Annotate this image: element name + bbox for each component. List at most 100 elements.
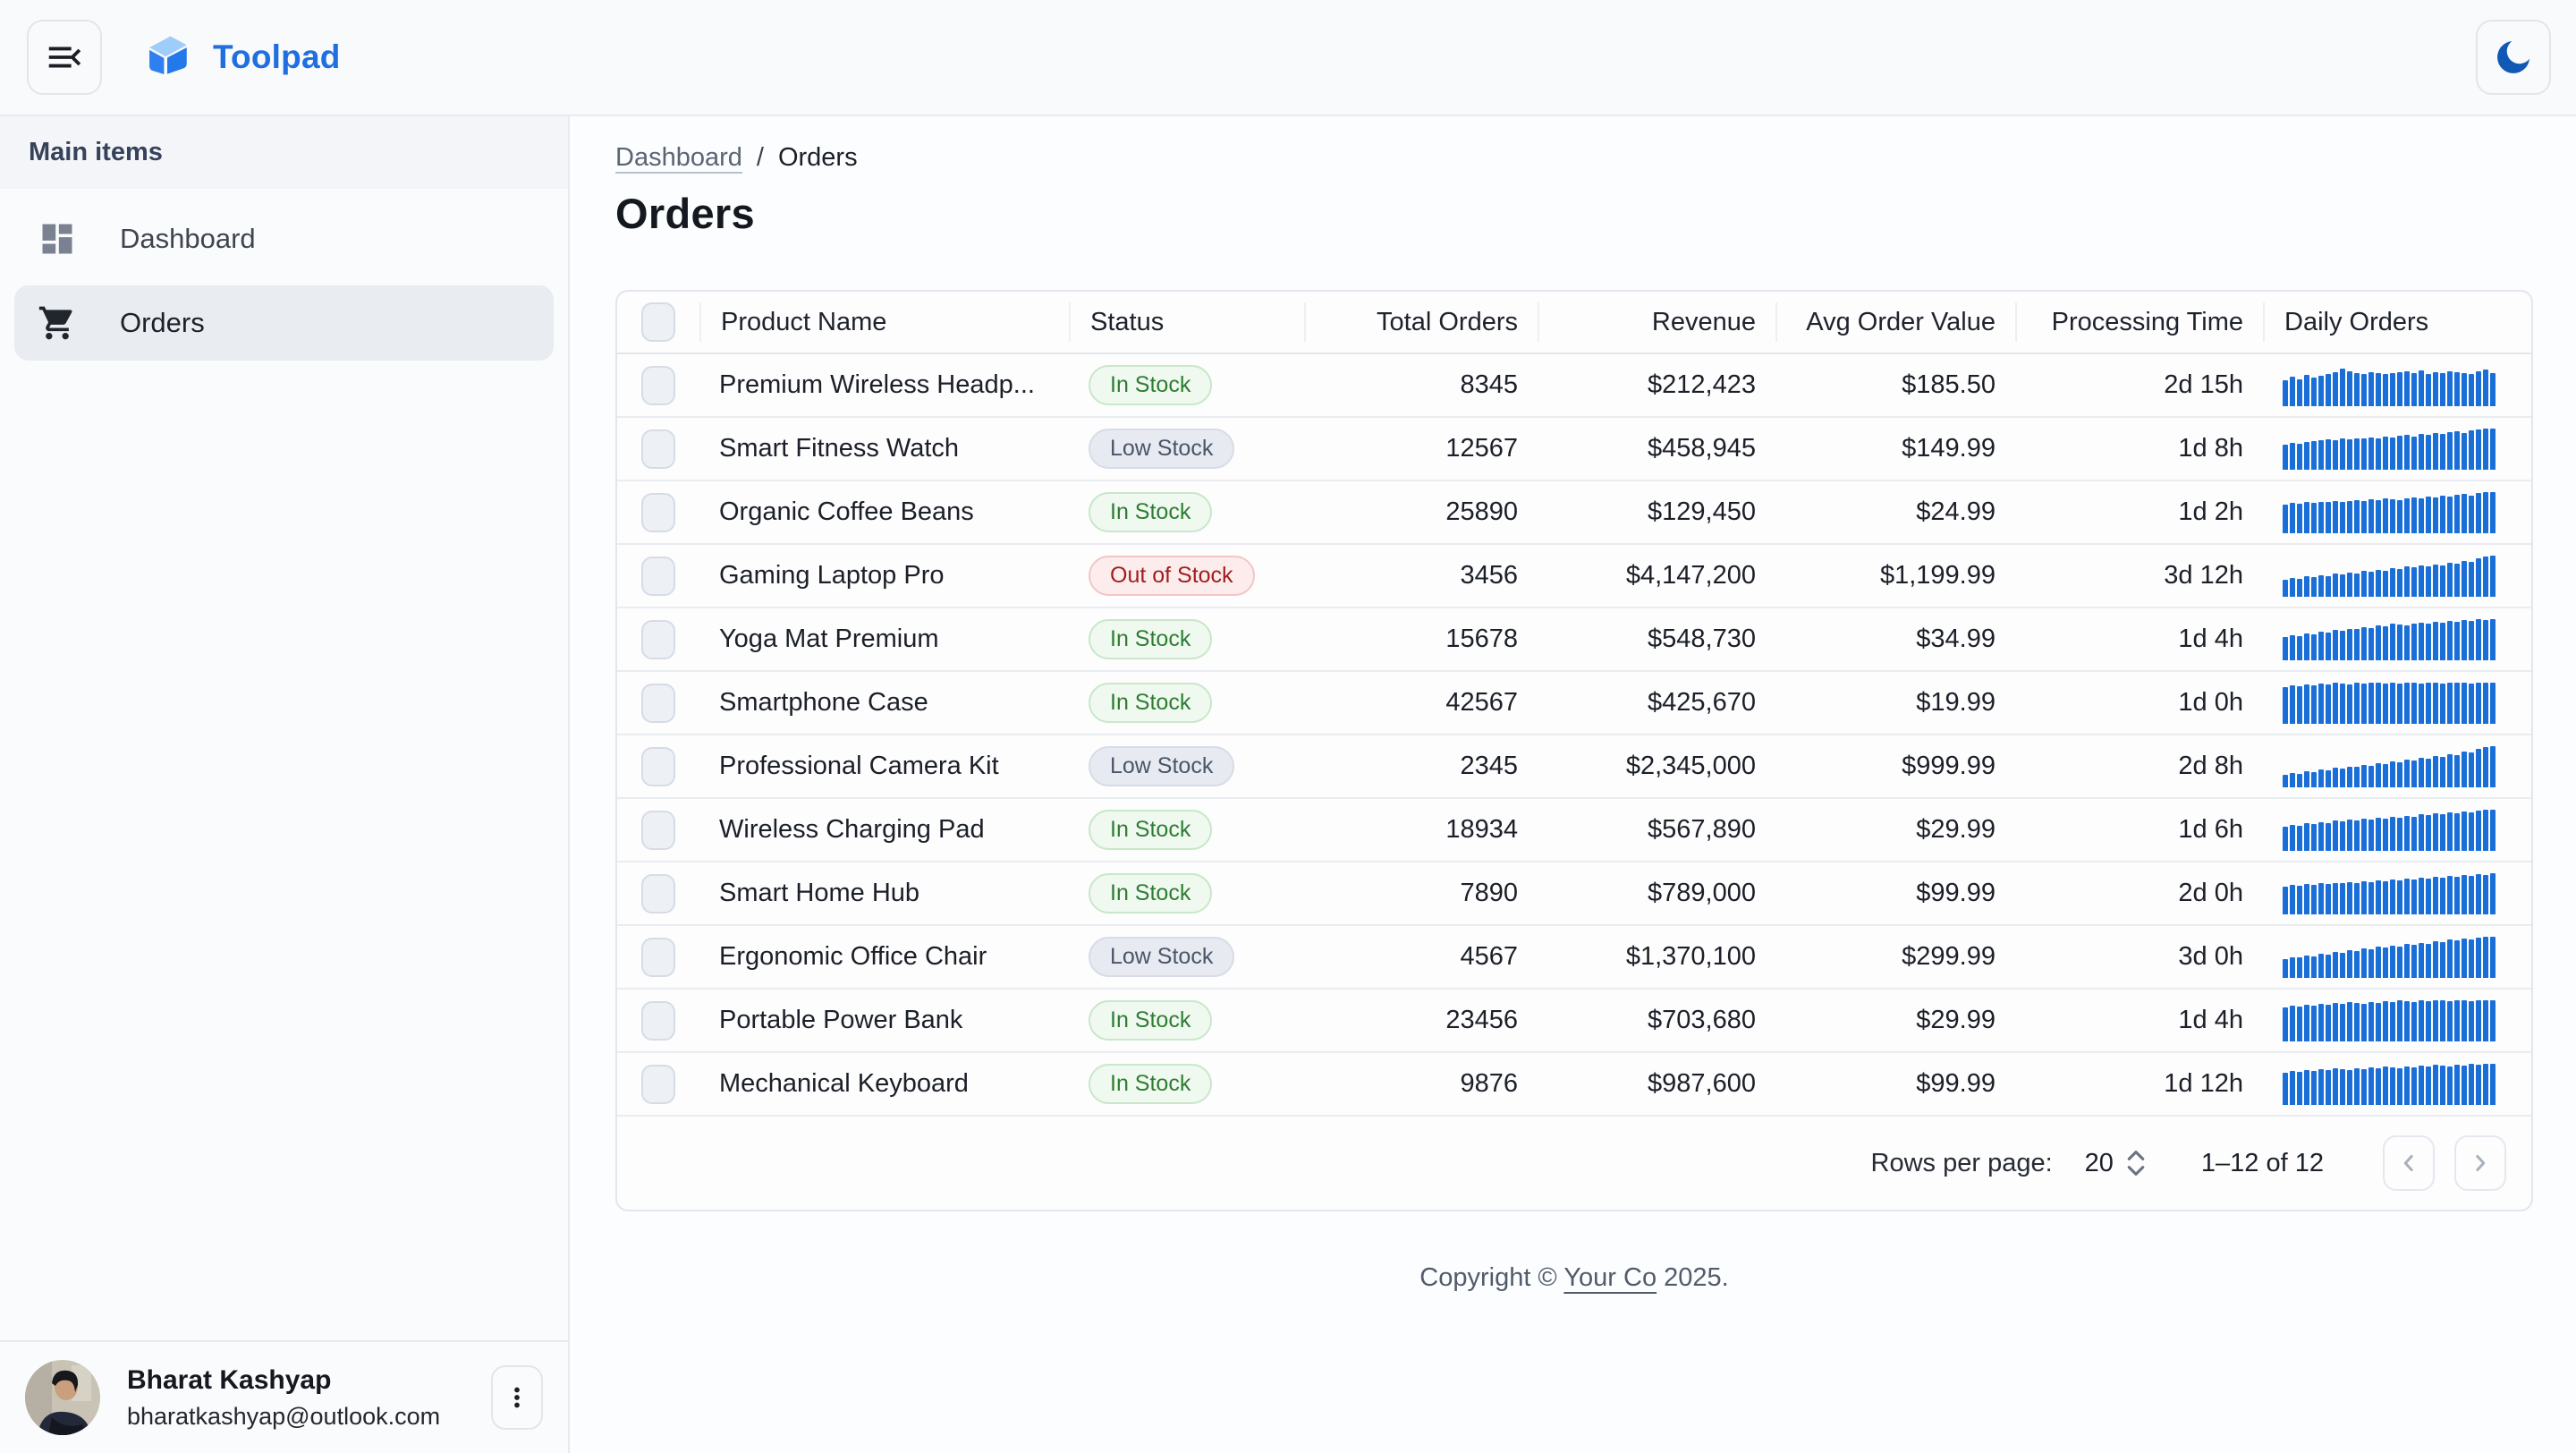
sidebar-item-label: Orders xyxy=(120,307,205,338)
spinner-arrows-icon xyxy=(2127,1151,2145,1176)
table-row[interactable]: Mechanical Keyboard In Stock 9876 $987,6… xyxy=(617,1053,2531,1117)
kebab-icon xyxy=(514,1387,520,1408)
cell-revenue: $4,147,200 xyxy=(1625,561,1756,590)
column-header-daily-orders[interactable]: Daily Orders xyxy=(2263,302,2531,342)
column-header-processing-time[interactable]: Processing Time xyxy=(2015,302,2263,342)
column-header-total-orders[interactable]: Total Orders xyxy=(1304,302,1538,342)
status-badge: In Stock xyxy=(1089,999,1213,1041)
sidebar-item-orders[interactable]: Orders xyxy=(14,285,554,361)
cell-total-orders: 4567 xyxy=(1460,942,1518,971)
daily-orders-sparkline xyxy=(2283,873,2497,914)
row-checkbox[interactable] xyxy=(641,937,675,977)
cell-daily-orders xyxy=(2263,491,2531,533)
daily-orders-sparkline xyxy=(2283,745,2497,787)
table-row[interactable]: Smart Fitness Watch Low Stock 12567 $458… xyxy=(617,418,2531,481)
cell-avg-order-value: $34.99 xyxy=(1916,625,1996,653)
rows-per-page-select[interactable]: 20 xyxy=(2085,1148,2148,1178)
row-checkbox[interactable] xyxy=(641,810,675,850)
table-row[interactable]: Portable Power Bank In Stock 23456 $703,… xyxy=(617,990,2531,1053)
breadcrumb-separator: / xyxy=(756,143,764,172)
cell-product-name: Organic Coffee Beans xyxy=(719,497,974,526)
column-header-revenue[interactable]: Revenue xyxy=(1538,302,1775,342)
table-row[interactable]: Smart Home Hub In Stock 7890 $789,000 $9… xyxy=(617,862,2531,926)
cell-processing-time: 1d 6h xyxy=(2178,815,2243,844)
account-name: Bharat Kashyap xyxy=(127,1364,332,1395)
copyright-suffix: 2025. xyxy=(1657,1263,1729,1292)
cell-processing-time: 2d 8h xyxy=(2178,752,2243,780)
cell-product-name: Ergonomic Office Chair xyxy=(719,942,987,971)
status-badge: In Stock xyxy=(1089,809,1213,851)
cell-daily-orders xyxy=(2263,1063,2531,1105)
copyright-prefix: Copyright © xyxy=(1419,1263,1564,1292)
row-checkbox[interactable] xyxy=(641,429,675,469)
row-checkbox[interactable] xyxy=(641,1000,675,1041)
cell-processing-time: 1d 4h xyxy=(2178,1006,2243,1034)
daily-orders-sparkline xyxy=(2283,999,2497,1041)
account-panel: Bharat Kashyap bharatkashyap@outlook.com xyxy=(0,1340,568,1453)
app-header: Toolpad xyxy=(0,0,2576,116)
copyright: Copyright © Your Co 2025. xyxy=(615,1263,2533,1293)
cell-processing-time: 2d 0h xyxy=(2178,879,2243,907)
row-checkbox[interactable] xyxy=(641,873,675,913)
cell-total-orders: 3456 xyxy=(1460,561,1518,590)
cell-status: In Stock xyxy=(1069,491,1304,533)
cell-daily-orders xyxy=(2263,365,2531,406)
cell-revenue: $567,890 xyxy=(1648,815,1756,844)
theme-toggle-button[interactable] xyxy=(2476,20,2551,95)
column-header-avg-order-value[interactable]: Avg Order Value xyxy=(1775,302,2015,342)
table-row[interactable]: Wireless Charging Pad In Stock 18934 $56… xyxy=(617,799,2531,862)
daily-orders-sparkline xyxy=(2283,809,2497,851)
collapse-sidebar-button[interactable] xyxy=(27,20,102,95)
cell-status: Low Stock xyxy=(1069,428,1304,470)
chevron-left-icon xyxy=(2403,1155,2413,1171)
company-link[interactable]: Your Co xyxy=(1563,1263,1657,1292)
cell-product-name: Professional Camera Kit xyxy=(719,752,999,780)
table-header-row: Product Name Status Total Orders Revenue… xyxy=(617,292,2531,354)
cell-avg-order-value: $299.99 xyxy=(1902,942,1996,971)
daily-orders-sparkline xyxy=(2283,491,2497,533)
row-checkbox[interactable] xyxy=(641,492,675,532)
cell-status: In Stock xyxy=(1069,1063,1304,1105)
cell-status: In Stock xyxy=(1069,618,1304,660)
cell-status: In Stock xyxy=(1069,999,1304,1041)
cell-product-name: Mechanical Keyboard xyxy=(719,1069,969,1098)
table-row[interactable]: Smartphone Case In Stock 42567 $425,670 … xyxy=(617,672,2531,735)
cell-revenue: $212,423 xyxy=(1648,370,1756,399)
orders-table: Product Name Status Total Orders Revenue… xyxy=(615,290,2533,1211)
brand[interactable]: Toolpad xyxy=(141,31,341,83)
row-checkbox[interactable] xyxy=(641,365,675,405)
previous-page-button[interactable] xyxy=(2383,1135,2435,1191)
cell-product-name: Wireless Charging Pad xyxy=(719,815,985,844)
table-row[interactable]: Organic Coffee Beans In Stock 25890 $129… xyxy=(617,481,2531,545)
next-page-button[interactable] xyxy=(2454,1135,2506,1191)
table-row[interactable]: Premium Wireless Headp... In Stock 8345 … xyxy=(617,354,2531,418)
table-row[interactable]: Professional Camera Kit Low Stock 2345 $… xyxy=(617,735,2531,799)
cell-revenue: $1,370,100 xyxy=(1625,942,1756,971)
row-checkbox[interactable] xyxy=(641,746,675,786)
account-menu-button[interactable] xyxy=(491,1365,543,1430)
status-badge: In Stock xyxy=(1089,1063,1213,1105)
row-checkbox[interactable] xyxy=(641,556,675,596)
table-row[interactable]: Gaming Laptop Pro Out of Stock 3456 $4,1… xyxy=(617,545,2531,608)
cell-avg-order-value: $29.99 xyxy=(1916,815,1996,844)
row-checkbox[interactable] xyxy=(641,683,675,723)
main-content: Dashboard / Orders Orders Product Name S… xyxy=(570,116,2576,1453)
sidebar-section-label: Main items xyxy=(0,116,568,189)
row-checkbox[interactable] xyxy=(641,1064,675,1104)
cell-avg-order-value: $29.99 xyxy=(1916,1006,1996,1034)
table-row[interactable]: Ergonomic Office Chair Low Stock 4567 $1… xyxy=(617,926,2531,990)
daily-orders-sparkline xyxy=(2283,428,2497,470)
column-header-product-name[interactable]: Product Name xyxy=(699,302,1069,342)
row-checkbox[interactable] xyxy=(641,619,675,659)
cell-total-orders: 9876 xyxy=(1460,1069,1518,1098)
select-all-checkbox[interactable] xyxy=(641,302,675,342)
sidebar-item-dashboard[interactable]: Dashboard xyxy=(14,201,554,276)
status-badge: In Stock xyxy=(1089,364,1213,406)
cell-daily-orders xyxy=(2263,428,2531,470)
daily-orders-sparkline xyxy=(2283,936,2497,978)
breadcrumb-dashboard-link[interactable]: Dashboard xyxy=(615,143,742,172)
column-header-status[interactable]: Status xyxy=(1069,302,1304,342)
cell-processing-time: 1d 0h xyxy=(2178,688,2243,717)
table-row[interactable]: Yoga Mat Premium In Stock 15678 $548,730… xyxy=(617,608,2531,672)
sidebar-item-label: Dashboard xyxy=(120,223,256,254)
